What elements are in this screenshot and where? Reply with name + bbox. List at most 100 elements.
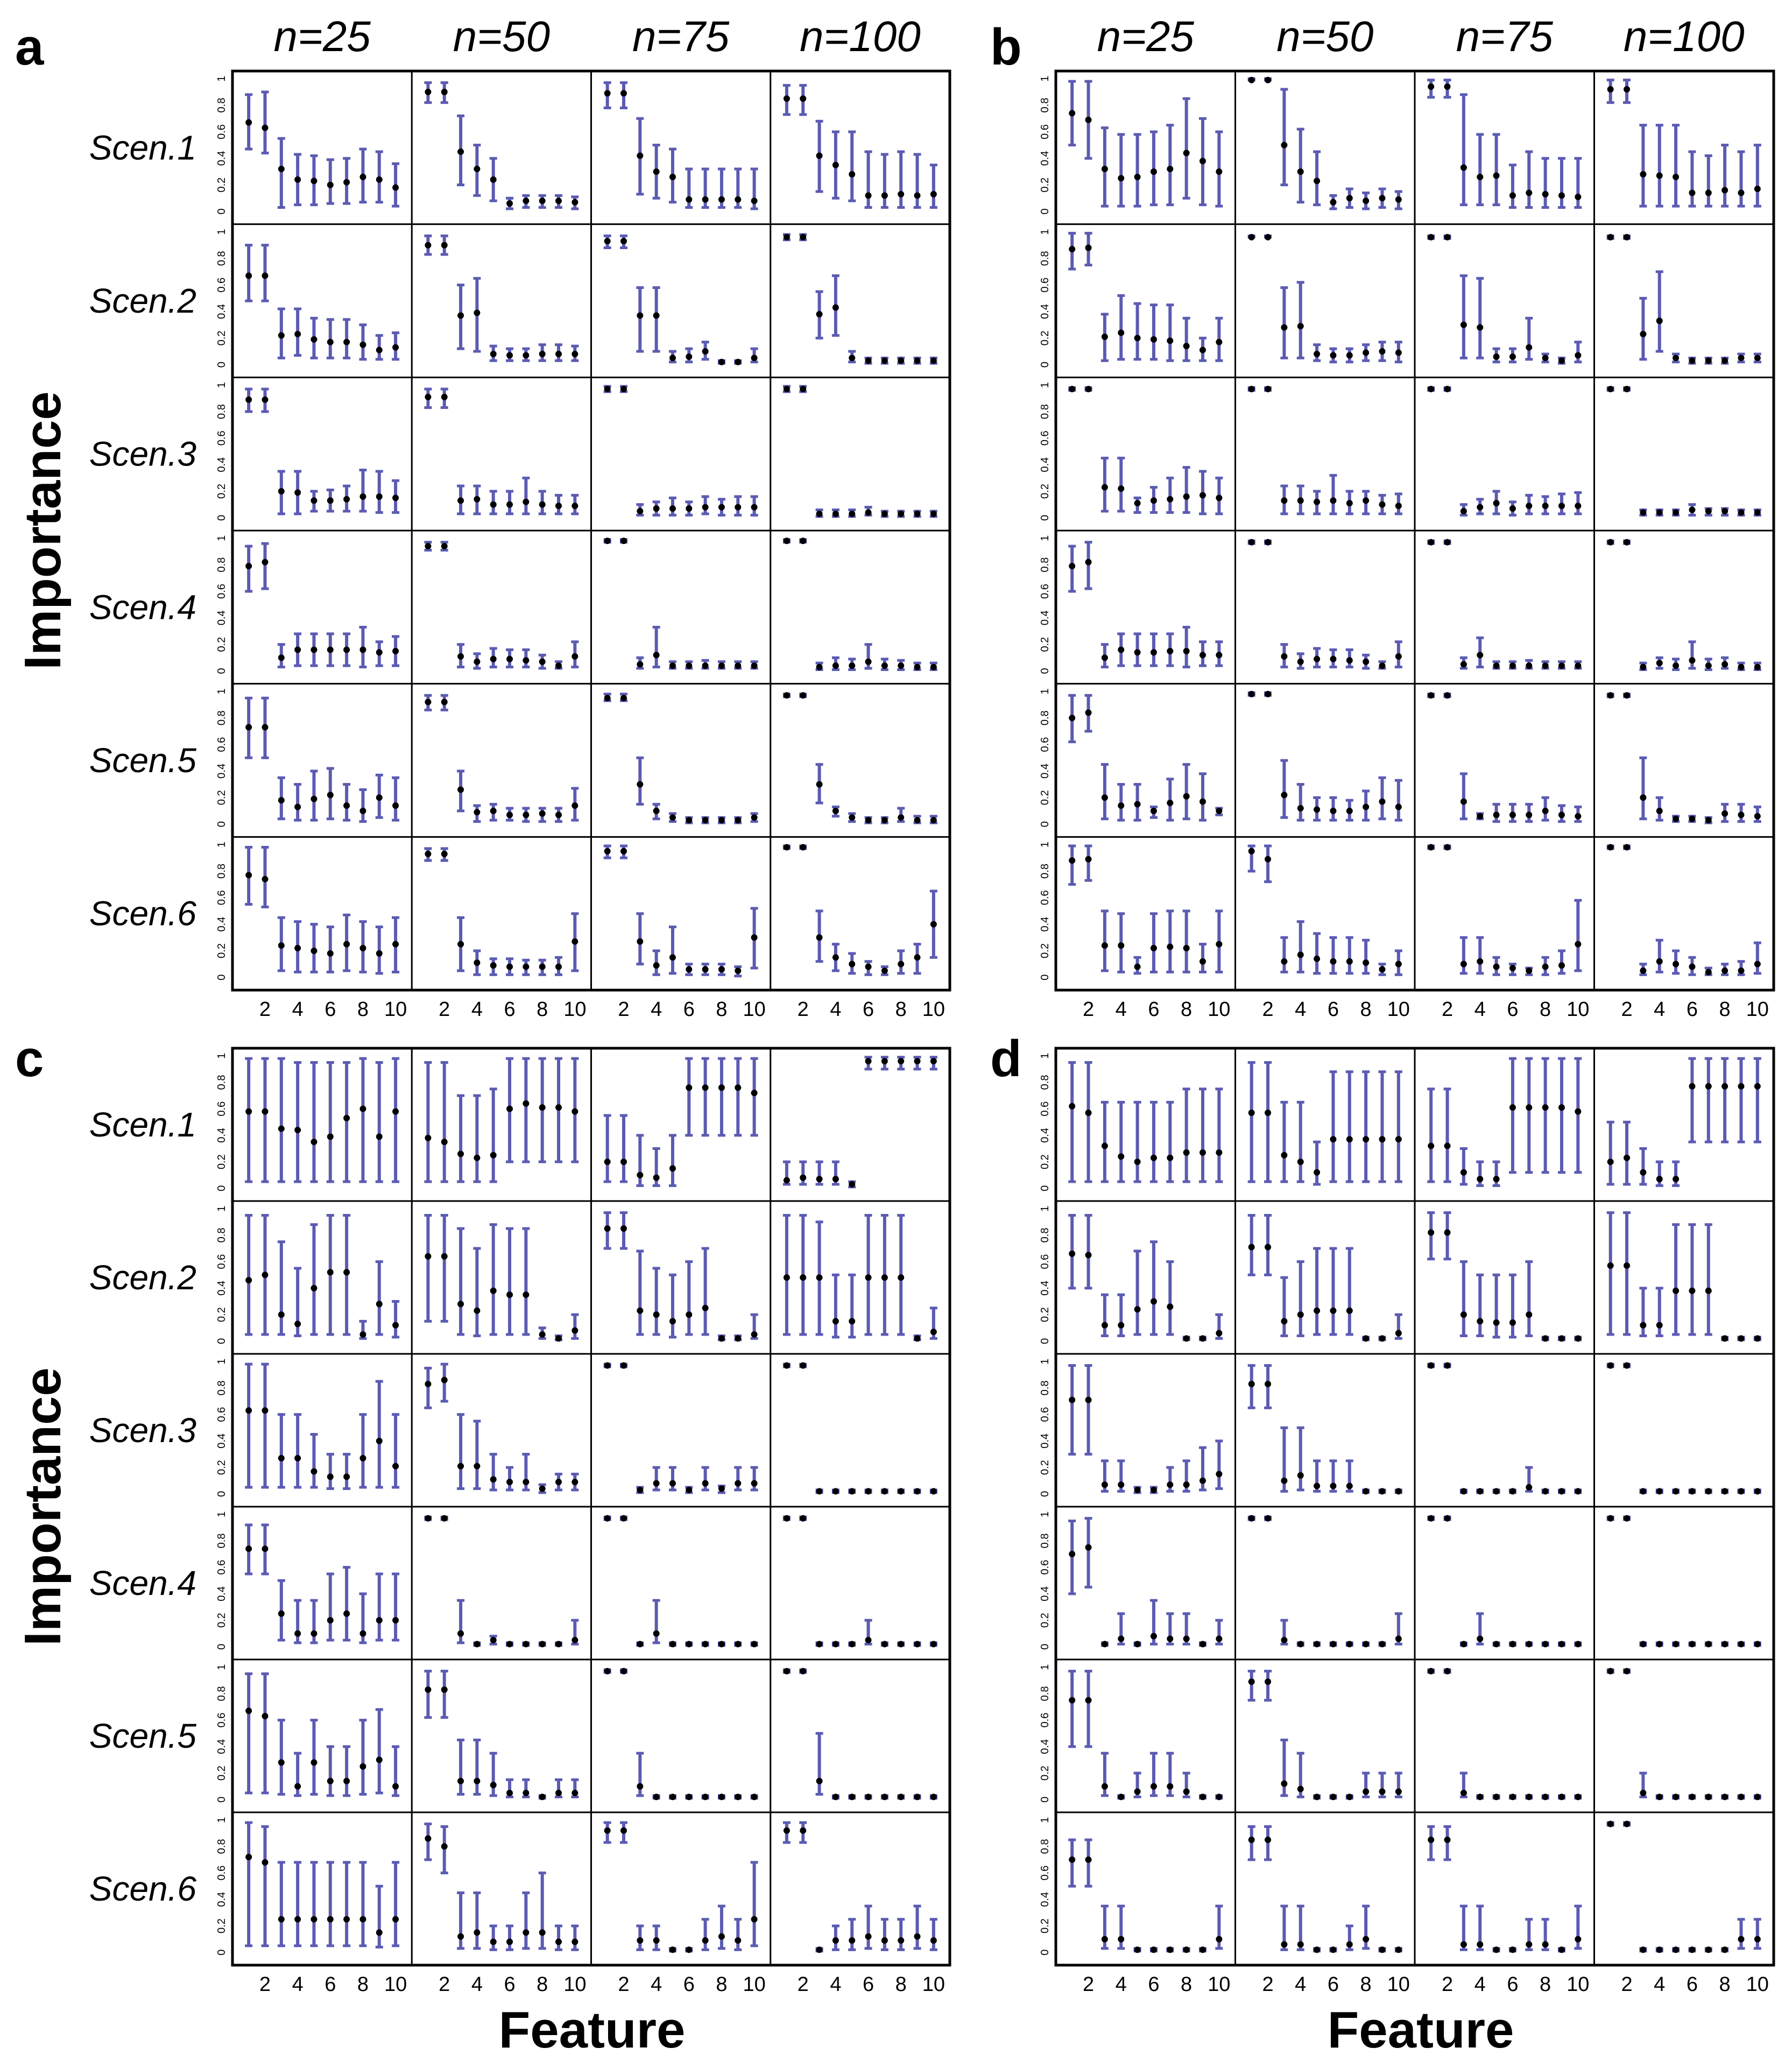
y-tick-label: 1 xyxy=(216,535,228,541)
data-point xyxy=(343,1269,350,1276)
data-point xyxy=(783,234,790,241)
data-point xyxy=(1689,1793,1696,1800)
data-point xyxy=(1395,503,1402,510)
y-tick-label: 1 xyxy=(1039,1206,1051,1212)
y-tick-label: 0 xyxy=(1039,1644,1051,1650)
data-point xyxy=(1656,1176,1663,1183)
data-point xyxy=(359,173,366,180)
cell xyxy=(1606,692,1761,824)
data-point xyxy=(1395,349,1402,356)
data-point xyxy=(1640,794,1647,801)
data-point xyxy=(1069,563,1076,570)
x-tick-label: 2 xyxy=(1442,998,1453,1021)
cell xyxy=(603,1668,758,1800)
y-tick-label: 0.8 xyxy=(216,1381,228,1396)
data-point xyxy=(751,1916,758,1923)
panel-c: c Scen.1 Scen.2 Scen.3 Scen.4 Scen.5 Scen.6 0 0.… xyxy=(15,1030,951,1996)
data-point xyxy=(392,344,399,351)
y-tick-label: 0 xyxy=(1039,821,1051,827)
data-point xyxy=(800,692,807,699)
x-tick-label: 6 xyxy=(324,998,336,1021)
cell: 0 0.2 0.4 0.6 0.8 1 2 4 6 8 10 xyxy=(216,842,407,1021)
y-tick-label: 1 xyxy=(216,1817,228,1823)
x-tick-label: 4 xyxy=(1295,998,1306,1021)
cell xyxy=(1247,1061,1402,1186)
data-point xyxy=(620,385,627,392)
data-point xyxy=(278,1759,285,1766)
data-point xyxy=(359,1331,366,1338)
data-point xyxy=(1330,1641,1337,1648)
data-point xyxy=(1575,1488,1582,1495)
y-tick-label: 0.6 xyxy=(1039,1713,1051,1728)
cell: 0 0.2 0.4 0.6 0.8 1 xyxy=(1039,1053,1223,1191)
data-point xyxy=(1705,1083,1712,1090)
y-tick-label: 1 xyxy=(216,842,228,848)
data-point xyxy=(930,1058,937,1065)
data-point xyxy=(865,1637,872,1644)
data-point xyxy=(1363,1788,1370,1795)
data-point xyxy=(1281,653,1288,660)
data-point xyxy=(881,1058,888,1065)
data-point xyxy=(1281,1941,1288,1948)
data-point xyxy=(311,1139,318,1146)
data-point xyxy=(604,90,611,97)
data-point xyxy=(1314,1169,1321,1176)
data-point xyxy=(669,1946,676,1953)
data-point xyxy=(832,510,839,517)
data-point xyxy=(1101,1481,1108,1488)
cell xyxy=(1247,1214,1402,1342)
data-point xyxy=(1281,324,1288,331)
x-axis-title: Feature xyxy=(1328,2001,1514,2059)
data-point xyxy=(832,954,839,961)
y-tick-label: 0.4 xyxy=(216,917,228,932)
data-point xyxy=(1379,966,1386,973)
panel-frame xyxy=(1054,1047,1775,1967)
data-point xyxy=(816,310,823,317)
data-point xyxy=(849,1793,856,1800)
data-point xyxy=(1624,86,1631,93)
data-point xyxy=(1167,800,1174,807)
x-tick-label: 2 xyxy=(1262,998,1273,1021)
data-point xyxy=(539,1641,546,1648)
data-point xyxy=(1248,539,1255,546)
data-point xyxy=(1199,798,1206,805)
data-point xyxy=(1444,83,1451,90)
data-point xyxy=(245,1108,252,1115)
data-point xyxy=(1167,943,1174,950)
data-point xyxy=(686,1084,693,1091)
data-point xyxy=(245,872,252,879)
data-point xyxy=(1314,1482,1321,1489)
data-point xyxy=(1640,330,1647,337)
data-point xyxy=(490,1476,497,1483)
y-tick-label: 0.6 xyxy=(216,430,228,446)
x-tick-label: 10 xyxy=(1387,998,1410,1021)
data-point xyxy=(1118,1793,1125,1800)
data-point xyxy=(441,1253,448,1260)
data-point xyxy=(718,196,725,203)
data-point xyxy=(1379,1335,1386,1342)
x-tick-label: 2 xyxy=(1083,1973,1094,1996)
data-point xyxy=(1493,1319,1500,1326)
data-point xyxy=(441,1376,448,1383)
data-point xyxy=(930,1641,937,1648)
x-tick-label: 2 xyxy=(618,1973,629,1996)
cell: 2 4 6 8 10 xyxy=(1427,844,1589,1021)
data-point xyxy=(294,1783,301,1790)
data-point xyxy=(1281,1637,1288,1644)
cell: 0 0.2 0.4 0.6 0.8 1 xyxy=(216,688,400,827)
data-point xyxy=(457,312,464,319)
cell: 0 0.2 0.4 0.6 0.8 1 xyxy=(216,1664,400,1803)
data-point xyxy=(1346,958,1353,965)
x-tick-label: 10 xyxy=(922,1973,945,1996)
data-point xyxy=(392,802,399,809)
data-point xyxy=(702,1793,709,1800)
data-point xyxy=(800,1668,807,1675)
y-tick-label: 1 xyxy=(216,1206,228,1212)
data-point xyxy=(1722,661,1728,668)
x-tick-label: 8 xyxy=(895,998,907,1021)
data-point xyxy=(1363,1936,1370,1943)
data-point xyxy=(539,501,546,508)
y-tick-label: 0.8 xyxy=(1039,1075,1051,1090)
data-point xyxy=(735,1335,742,1342)
data-point xyxy=(539,1331,546,1338)
